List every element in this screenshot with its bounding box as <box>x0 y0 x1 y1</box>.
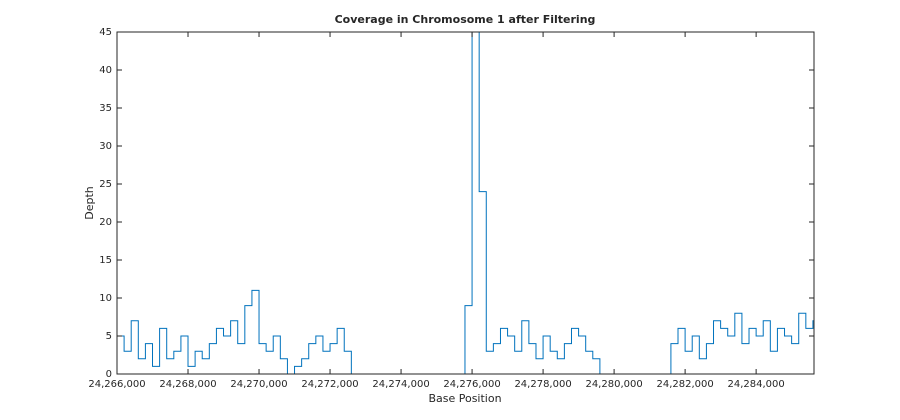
axes-box <box>116 31 815 375</box>
y-tick-label: 45 <box>99 27 112 38</box>
y-tick-label: 20 <box>99 217 112 228</box>
x-tick-label: 24,274,000 <box>372 379 429 390</box>
x-tick-label: 24,268,000 <box>159 379 216 390</box>
y-tick-label: 10 <box>99 293 112 304</box>
x-tick-label: 24,284,000 <box>727 379 784 390</box>
y-tick-label: 15 <box>99 255 112 266</box>
x-tick-label: 24,276,000 <box>443 379 500 390</box>
x-tick-label: 24,270,000 <box>230 379 287 390</box>
y-tick-label: 40 <box>99 65 112 76</box>
y-tick-label: 5 <box>106 331 112 342</box>
y-tick-label: 25 <box>99 179 112 190</box>
data-line <box>117 31 814 375</box>
y-axis-label: Depth <box>83 186 96 220</box>
y-tick-label: 0 <box>106 369 112 380</box>
chart-title: Coverage in Chromosome 1 after Filtering <box>335 13 596 26</box>
x-tick-label: 24,272,000 <box>301 379 358 390</box>
y-tick-label: 30 <box>99 141 112 152</box>
y-tick-label: 35 <box>99 103 112 114</box>
x-tick-label: 24,278,000 <box>514 379 571 390</box>
x-axis-label: Base Position <box>428 392 501 405</box>
x-tick-label: 24,266,000 <box>88 379 145 390</box>
x-tick-label: 24,280,000 <box>585 379 642 390</box>
x-tick-label: 24,282,000 <box>656 379 713 390</box>
